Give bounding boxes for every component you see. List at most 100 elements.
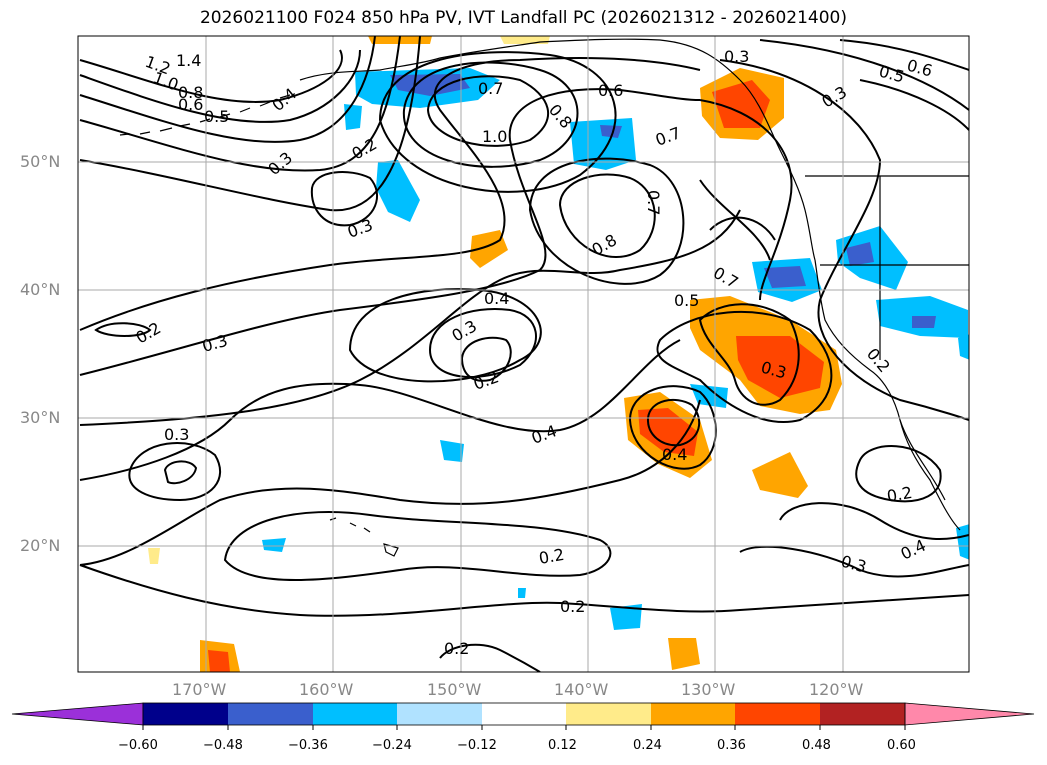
contour-line bbox=[94, 322, 152, 337]
contour-line bbox=[460, 336, 512, 382]
contour-line bbox=[699, 179, 771, 261]
colorbar-bin bbox=[651, 703, 735, 725]
lat-label: 50°N bbox=[20, 152, 61, 171]
contour-line bbox=[859, 79, 969, 131]
lon-label: 140°W bbox=[554, 680, 609, 699]
lat-label: 30°N bbox=[20, 408, 61, 427]
pos-area-top2 bbox=[500, 36, 550, 44]
contour-label-layer: 1.2 1.4 1.0 0.8 0.6 0.5 0.4 0.7 0.8 1.0 … bbox=[133, 47, 935, 658]
contour-line bbox=[79, 399, 701, 566]
colorbar-bin bbox=[228, 703, 313, 725]
contour-line bbox=[439, 643, 541, 672]
pv-contours bbox=[79, 36, 969, 672]
colorbar-tick-label: 0.60 bbox=[887, 738, 916, 753]
contour-label: 0.5 bbox=[674, 291, 699, 310]
coastline-layer bbox=[119, 38, 969, 557]
baja-coast bbox=[899, 419, 946, 501]
contour-label: 1.0 bbox=[482, 127, 507, 146]
contour-line bbox=[79, 564, 969, 617]
contour-label: 0.3 bbox=[345, 215, 375, 242]
neg-area-nevada-core bbox=[846, 242, 874, 266]
contour-label: 0.4 bbox=[898, 536, 929, 564]
contour-label: 0.8 bbox=[178, 83, 203, 102]
colorbar-tick-label: −0.60 bbox=[118, 738, 158, 753]
contour-label: 0.2 bbox=[444, 639, 469, 658]
contour-line bbox=[223, 511, 612, 581]
contour-label: 0.2 bbox=[863, 344, 894, 376]
pos-area-south bbox=[668, 638, 700, 670]
contour-label: 0.3 bbox=[164, 425, 189, 444]
neg-area-tiny bbox=[518, 588, 526, 598]
contour-line bbox=[646, 398, 701, 447]
alaska-coast bbox=[299, 38, 741, 81]
contour-label: 0.2 bbox=[885, 483, 913, 506]
colorbar-extend-left bbox=[11, 702, 144, 726]
contour-line bbox=[739, 545, 969, 578]
contour-line bbox=[163, 460, 198, 485]
neg-area-small1 bbox=[344, 104, 362, 130]
neg-area-south bbox=[610, 604, 642, 630]
contour-line bbox=[426, 75, 550, 147]
contour-line bbox=[79, 36, 376, 143]
contour-label: 0.7 bbox=[653, 123, 683, 150]
contour-line bbox=[79, 339, 681, 481]
pos-area-tiny bbox=[148, 548, 160, 564]
neg-area-gulf-core bbox=[390, 74, 470, 96]
contour-label: 0.2 bbox=[560, 597, 585, 616]
contour-label: 0.4 bbox=[662, 445, 687, 464]
bc-coast bbox=[739, 79, 816, 261]
aleutian-islands bbox=[119, 94, 291, 136]
colorbar-tick-label: −0.36 bbox=[288, 738, 328, 753]
colorbar-bin bbox=[397, 703, 482, 725]
neg-area-baja bbox=[956, 524, 969, 560]
colorbar-tick-label: −0.48 bbox=[203, 738, 243, 753]
contour-label: 0.3 bbox=[819, 82, 851, 111]
neg-area-oregon-core bbox=[764, 266, 806, 288]
lon-label: 120°W bbox=[809, 680, 864, 699]
contour-label: 0.4 bbox=[484, 289, 509, 308]
colorbar-tick-label: 0.12 bbox=[548, 738, 577, 753]
neg-area-small2 bbox=[440, 440, 464, 462]
neg-area-bc-core bbox=[600, 125, 622, 138]
contour-label: 0.8 bbox=[589, 230, 621, 259]
colorbar-bin bbox=[313, 703, 397, 725]
contour-label: 0.3 bbox=[264, 148, 296, 179]
contour-line bbox=[699, 99, 793, 301]
contour-label: 0.3 bbox=[200, 331, 230, 356]
contour-line bbox=[709, 216, 776, 241]
colorbar bbox=[11, 702, 1035, 730]
lon-label: 160°W bbox=[299, 680, 354, 699]
lat-label: 20°N bbox=[20, 536, 61, 555]
pos-area-east-small bbox=[752, 452, 808, 498]
contour-label: 0.6 bbox=[598, 81, 623, 100]
shading-layer bbox=[148, 36, 969, 672]
us-west-coast bbox=[814, 259, 961, 531]
contour-line bbox=[310, 171, 379, 227]
contour-label: 1.4 bbox=[176, 51, 201, 70]
contour-label: 0.7 bbox=[478, 79, 503, 98]
neg-area-socal-core bbox=[912, 316, 936, 328]
colorbar-bin bbox=[566, 703, 651, 725]
contour-line bbox=[656, 310, 833, 423]
colorbar-bin bbox=[143, 703, 228, 725]
contour-line bbox=[759, 39, 969, 111]
contour-label: 0.7 bbox=[644, 190, 663, 215]
hawaii-islands bbox=[329, 517, 399, 557]
contour-label: 0.5 bbox=[877, 62, 907, 87]
contour-line bbox=[779, 502, 969, 541]
contour-line bbox=[79, 36, 401, 172]
contour-line bbox=[719, 59, 969, 421]
contour-line bbox=[79, 36, 421, 212]
contour-label: 1.0 bbox=[151, 68, 181, 95]
contour-line bbox=[348, 288, 542, 383]
colorbar-bin bbox=[820, 703, 905, 725]
contour-line bbox=[402, 61, 579, 168]
pos-area-california-core bbox=[736, 336, 824, 398]
contour-label: 0.5 bbox=[204, 107, 229, 126]
colorbar-extend-right bbox=[904, 702, 1035, 726]
contour-line bbox=[839, 39, 969, 71]
colorbar-bin bbox=[735, 703, 820, 725]
colorbar-tick-label: −0.12 bbox=[457, 738, 497, 753]
pos-area-alaska-pan-core bbox=[712, 80, 770, 128]
